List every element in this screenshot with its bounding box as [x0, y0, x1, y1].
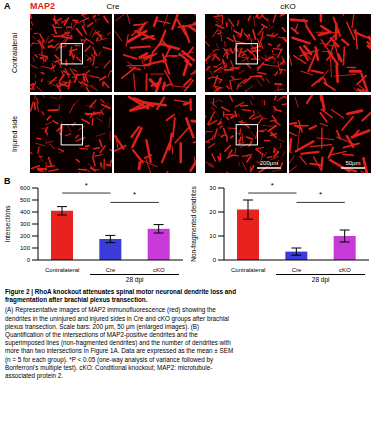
svg-text:Cre: Cre — [292, 267, 302, 272]
html-text:MAP2: MAP2 — [30, 1, 55, 11]
html-text:(A) Representative images of M: (A) Representative images of MAP2 immuno… — [5, 306, 234, 379]
svg-text:*: * — [271, 182, 274, 190]
svg-text:400: 400 — [20, 209, 31, 215]
svg-text:*: * — [319, 190, 322, 199]
svg-text:Contralateral: Contralateral — [231, 267, 265, 272]
html-text:cKO: cKO — [280, 2, 296, 11]
html-text:28 dpi: 28 dpi — [311, 276, 330, 283]
svg-text:cKO: cKO — [153, 267, 165, 272]
html-text:B: B — [4, 176, 11, 186]
svg-text:200: 200 — [20, 233, 31, 239]
svg-text:Cre: Cre — [106, 267, 116, 272]
svg-text:200μm: 200μm — [260, 160, 278, 166]
svg-text:20: 20 — [209, 209, 216, 215]
html-text:Injured side: Injured side — [11, 115, 18, 153]
svg-text:100: 100 — [20, 245, 31, 251]
svg-text:10: 10 — [209, 233, 216, 239]
svg-text:0: 0 — [213, 257, 217, 263]
svg-text:30: 30 — [209, 185, 216, 191]
svg-text:500: 500 — [20, 197, 31, 203]
svg-text:300: 300 — [20, 221, 31, 227]
svg-text:600: 600 — [20, 185, 31, 191]
svg-text:*: * — [85, 182, 88, 190]
html-text:A: A — [4, 1, 11, 11]
html-text:Figure 2 | RhoA knockout atten: Figure 2 | RhoA knockout attenuates spin… — [5, 288, 236, 304]
html-text:Cre: Cre — [106, 2, 120, 11]
svg-text:Intersections: Intersections — [4, 205, 11, 243]
html-text:28 dpi: 28 dpi — [125, 276, 144, 283]
svg-text:0: 0 — [27, 257, 31, 263]
html-text:Contralateral: Contralateral — [11, 33, 18, 73]
svg-text:Contralateral: Contralateral — [45, 267, 79, 272]
svg-text:cKO: cKO — [339, 267, 351, 272]
svg-text:*: * — [133, 190, 136, 199]
svg-text:50μm: 50μm — [345, 160, 360, 166]
svg-text:Non-fragmented dendrites: Non-fragmented dendrites — [190, 185, 198, 261]
